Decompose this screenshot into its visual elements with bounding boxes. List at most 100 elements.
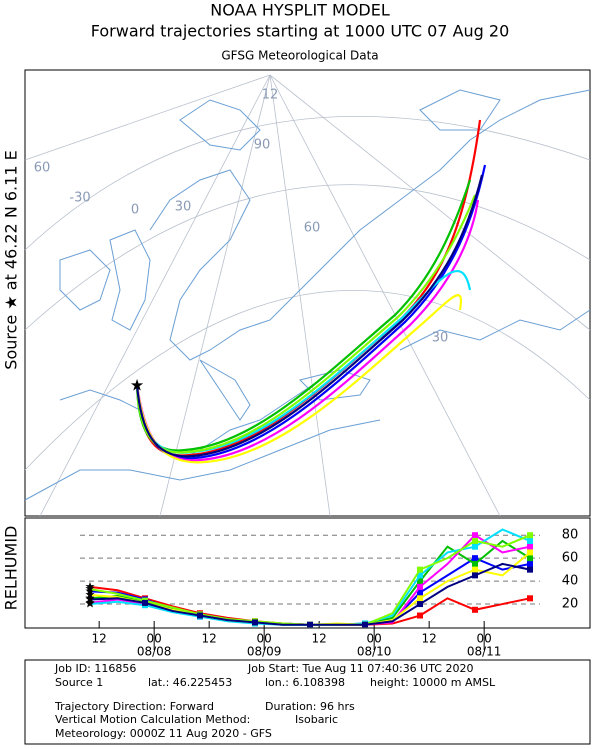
x-tick-label: 12 <box>202 632 217 646</box>
lon: lon.: 6.108398 <box>265 676 345 689</box>
rh-marker <box>527 532 533 539</box>
rh-line <box>89 551 531 626</box>
rh-marker <box>417 601 423 608</box>
map-label: 60 <box>304 221 321 236</box>
side-label: Source ★ at 46.22 N 6.11 E <box>2 150 21 369</box>
subtitle: Forward trajectories starting at 1000 UT… <box>91 22 510 41</box>
start-star: ★ <box>85 587 96 601</box>
map-label: 90 <box>254 138 271 153</box>
map-label: 30 <box>432 331 449 346</box>
vertical-value: Isobaric <box>295 713 338 726</box>
lon-line <box>24 74 271 161</box>
start-star: ★ <box>85 597 96 611</box>
x-tick-label: 12 <box>422 632 437 646</box>
rh-marker <box>417 583 423 590</box>
lat-circle <box>24 116 591 251</box>
rh-marker <box>362 621 368 628</box>
y-axis-label: RELHUMID <box>2 526 21 611</box>
source-title: GFSG Meteorological Data <box>221 49 378 63</box>
rh-marker <box>472 572 478 579</box>
y-tick-label: 20 <box>562 597 579 612</box>
rh-marker <box>472 537 478 544</box>
start-star: ★ <box>85 579 96 593</box>
rh-marker <box>417 578 423 585</box>
coast <box>419 89 501 131</box>
rh-marker <box>527 537 533 544</box>
source-star: ★ <box>130 376 144 395</box>
y-tick-label: 60 <box>562 551 579 566</box>
direction: Trajectory Direction: Forward <box>54 700 214 713</box>
start-star: ★ <box>85 592 96 606</box>
date-label: 08/10 <box>357 645 392 659</box>
y-tick-label: 40 <box>562 574 579 589</box>
meteorology: Meteorology: 0000Z 11 Aug 2020 - GFS <box>55 727 272 740</box>
rh-line <box>89 562 531 626</box>
date-label: 08/08 <box>137 645 172 659</box>
vertical-method: Vertical Motion Calculation Method: <box>55 713 250 726</box>
source-num: Source 1 <box>55 676 103 689</box>
map-label: 60 <box>34 161 51 176</box>
lon-line <box>269 74 501 517</box>
x-tick-label: 12 <box>312 632 327 646</box>
date-label: 08/09 <box>247 645 282 659</box>
rh-marker <box>472 532 478 539</box>
job-id: Job ID: 116856 <box>54 662 136 675</box>
start-star: ★ <box>85 582 96 596</box>
map-label: 0 <box>131 203 139 218</box>
rh-marker <box>527 555 533 562</box>
map-label: -30 <box>69 191 90 206</box>
rh-line <box>89 557 531 626</box>
job-start: Job Start: Tue Aug 11 07:40:36 UTC 2020 <box>247 662 473 675</box>
rh-marker <box>307 621 313 628</box>
map-frame <box>24 69 591 517</box>
map-label: 30 <box>175 200 192 215</box>
coast <box>149 89 591 361</box>
footer: Job ID: 116856 Job Start: Tue Aug 11 07:… <box>24 659 591 745</box>
rh-marker <box>417 566 423 573</box>
footer-frame <box>24 659 591 745</box>
trajectories: ★ <box>130 119 487 464</box>
y-tick-label: 80 <box>562 528 579 543</box>
rh-marker <box>472 606 478 613</box>
rh-marker <box>527 595 533 602</box>
rh-marker <box>417 572 423 579</box>
date-label: 08/11 <box>467 645 502 659</box>
height: height: 10000 m AMSL <box>370 676 496 689</box>
lon-line <box>269 74 591 331</box>
map: 12 90 60 -30 0 30 60 30 ★ <box>24 69 591 517</box>
rh-line <box>89 539 531 626</box>
rh-marker <box>472 543 478 550</box>
lon-line <box>159 74 271 517</box>
coast <box>109 229 151 331</box>
rh-marker <box>142 599 148 606</box>
rh-marker <box>527 549 533 556</box>
lat-circle <box>24 289 591 471</box>
title: NOAA HYSPLIT MODEL <box>210 1 390 20</box>
lat-circle <box>24 184 591 331</box>
lon-line <box>269 74 331 517</box>
coast <box>199 359 251 421</box>
rh-marker <box>527 543 533 550</box>
coast <box>179 99 261 151</box>
start-star: ★ <box>85 584 96 598</box>
coast <box>59 249 111 311</box>
rh-marker <box>527 566 533 573</box>
rh-marker <box>472 555 478 562</box>
rh-marker <box>527 560 533 567</box>
rh-marker <box>417 595 423 602</box>
rh-marker <box>472 566 478 573</box>
rh-marker <box>252 619 258 626</box>
trajectory <box>135 174 484 458</box>
rh-marker <box>197 612 203 619</box>
lat: lat.: 46.225453 <box>148 676 232 689</box>
coast <box>399 309 591 351</box>
rh-marker <box>472 560 478 567</box>
rh-marker <box>417 589 423 596</box>
map-label: 12 <box>262 88 279 103</box>
rh-marker <box>417 612 423 619</box>
rh-line <box>89 528 531 626</box>
start-star: ★ <box>85 591 96 605</box>
rh-frame <box>24 517 591 629</box>
